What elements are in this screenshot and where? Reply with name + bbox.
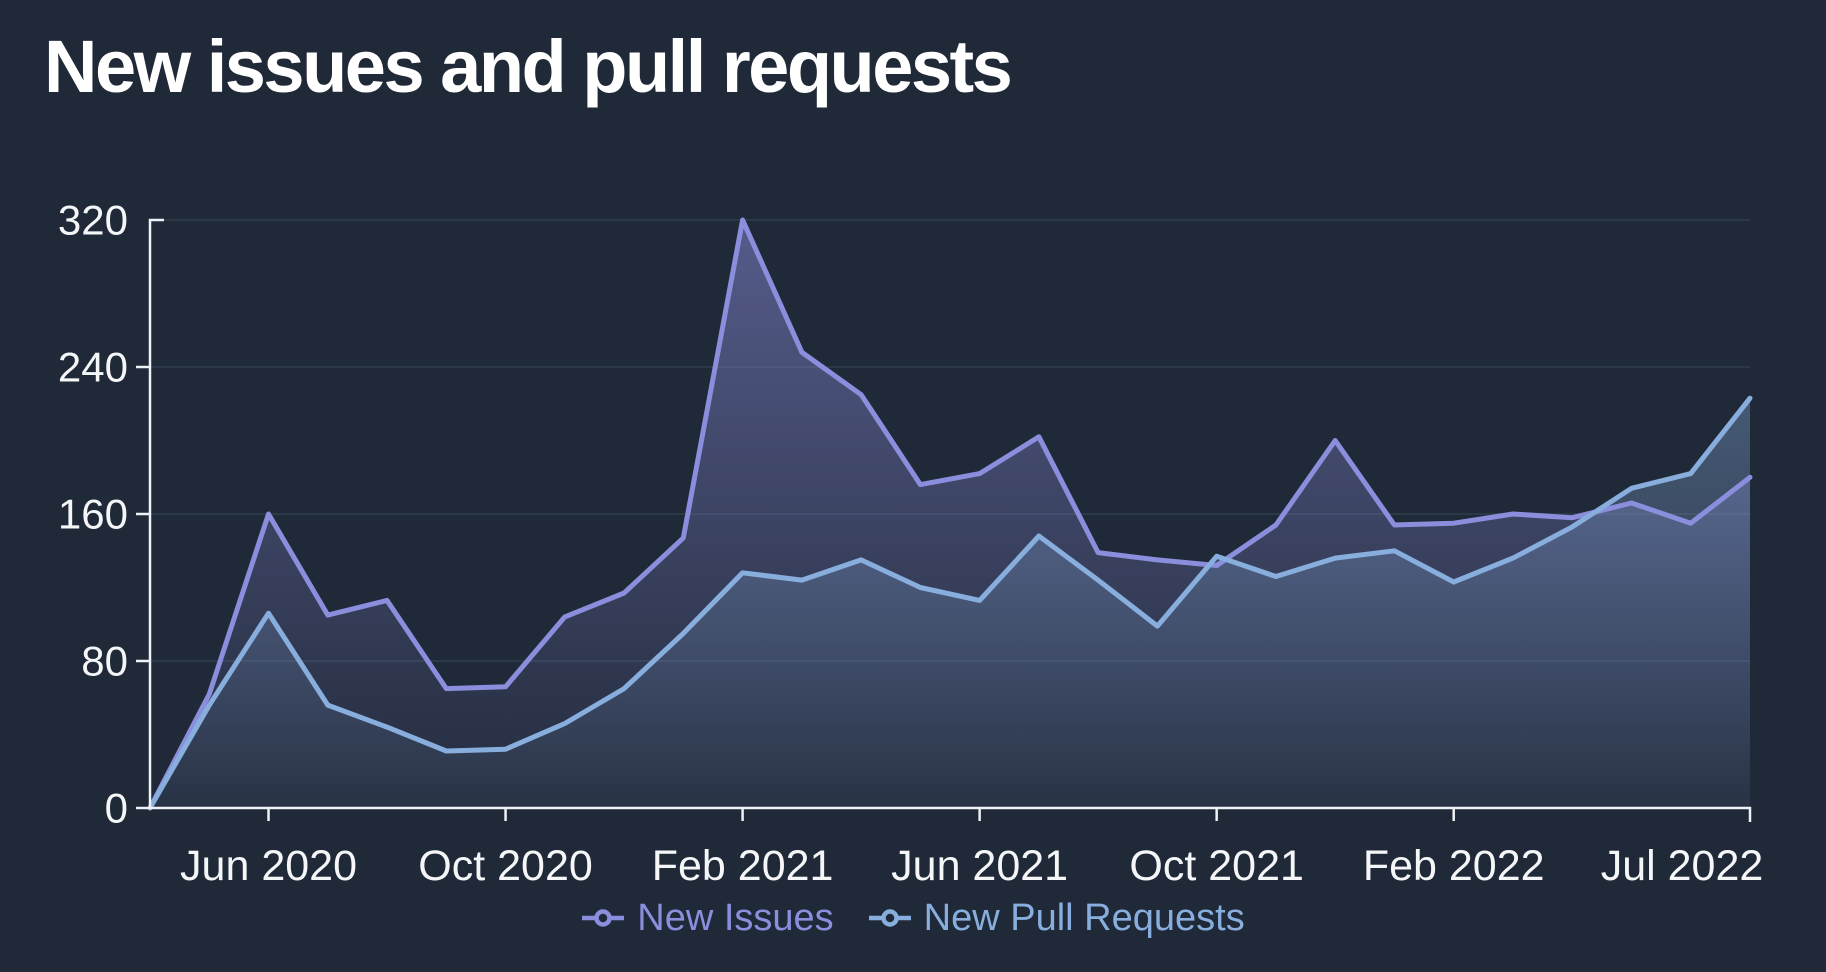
y-tick-label: 320 xyxy=(58,197,128,244)
series-area-1 xyxy=(150,398,1750,808)
series-line-1 xyxy=(147,395,1753,811)
x-tick-label: Jul 2022 xyxy=(1601,842,1764,890)
axis-layer xyxy=(136,218,1752,822)
x-tick-label: Jun 2021 xyxy=(891,842,1068,890)
axis-line xyxy=(136,218,1752,822)
series-line-0 xyxy=(147,217,1753,811)
legend-item-new-pull-requests[interactable]: New Pull Requests xyxy=(868,896,1245,940)
x-tick-label: Feb 2022 xyxy=(1363,842,1545,890)
area-layer xyxy=(150,220,1750,808)
x-tick-label: Jun 2020 xyxy=(180,842,357,890)
y-tick-label: 0 xyxy=(105,785,128,832)
y-tick-label: 160 xyxy=(58,491,128,538)
legend-label-new-issues: New Issues xyxy=(637,897,834,939)
x-tick-label: Oct 2020 xyxy=(418,842,593,890)
line-marker-icon xyxy=(582,909,625,927)
x-tick-label: Oct 2021 xyxy=(1129,842,1304,890)
x-tick-label: Feb 2021 xyxy=(652,842,834,890)
y-tick-label: 240 xyxy=(58,344,128,391)
line-layer xyxy=(147,217,1753,811)
chart-title: New issues and pull requests xyxy=(44,25,1013,108)
chart-legend: New Issues New Pull Requests xyxy=(43,896,1783,940)
label-layer: 0 80 160 240 320 Jun 2020 Oct 2020 Feb 2021 Jun … xyxy=(58,197,1763,891)
legend-item-new-issues[interactable]: New Issues xyxy=(581,896,834,940)
legend-label-new-pull-requests: New Pull Requests xyxy=(923,897,1245,939)
line-marker-icon xyxy=(868,909,911,927)
y-tick-label: 80 xyxy=(81,638,128,685)
